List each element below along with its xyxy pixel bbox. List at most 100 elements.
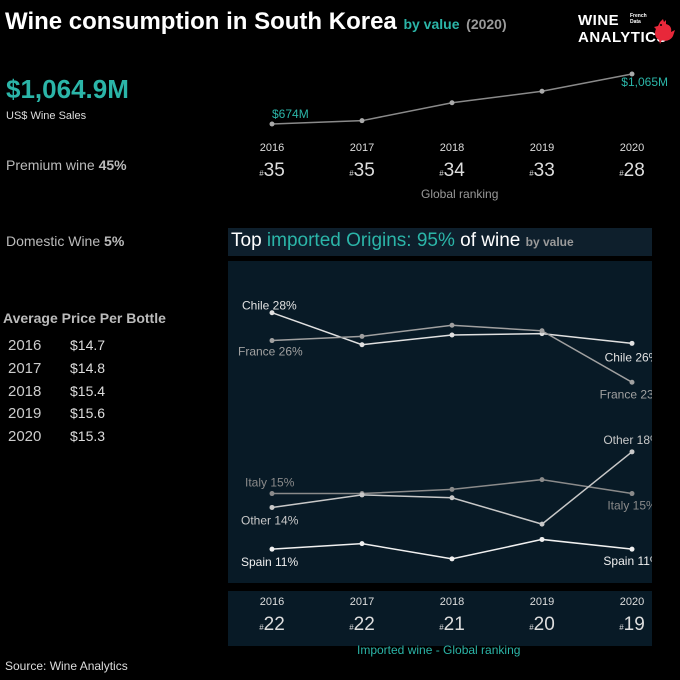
- sales-first-label: $674M: [272, 107, 309, 121]
- series-line-spain: [271, 538, 633, 560]
- global-rank-number: 34: [443, 160, 465, 181]
- global-ranking: 2016 2017 2018 2019 2020 #35 #35 #34 #33…: [228, 140, 668, 206]
- avg-price-value: $15.4: [70, 383, 106, 399]
- sales-point: [269, 121, 275, 127]
- panel-title-accent: imported Origins: 95%: [266, 230, 455, 251]
- avg-price-year: 2016: [8, 337, 42, 354]
- global-rank-value: #33: [529, 160, 555, 181]
- imported-rank-number: 21: [443, 614, 465, 635]
- series-point-spain: [449, 556, 455, 562]
- global-rank-year: 2019: [529, 142, 555, 154]
- global-rank-value: #35: [259, 160, 285, 181]
- global-ranking-label: Global ranking: [421, 187, 499, 201]
- logo-tag2: Data: [630, 19, 641, 25]
- global-rank-number: 28: [623, 160, 645, 181]
- title-by-value: by value: [403, 16, 460, 32]
- series-point-chile: [629, 340, 635, 346]
- global-rank-value: #28: [619, 160, 645, 181]
- avg-price-value: $14.8: [70, 360, 106, 376]
- global-rank-value: #34: [439, 160, 465, 181]
- series-end-label-france: France 23%: [600, 387, 652, 401]
- global-rank-number: 35: [353, 160, 375, 181]
- logo-tag1: French: [630, 13, 647, 19]
- series-point-other: [269, 504, 275, 510]
- sales-line: [271, 73, 633, 125]
- series-point-spain: [359, 541, 365, 547]
- rooster-icon: [654, 19, 675, 44]
- premium-wine: Premium wine 45%: [6, 157, 127, 173]
- sales-last-label: $1,065M: [621, 75, 668, 89]
- panel-title-pre: Top: [231, 230, 267, 251]
- global-rank-year: 2018: [439, 142, 465, 154]
- avg-price-value: $15.3: [70, 428, 106, 444]
- series-start-label-spain: Spain 11%: [241, 555, 298, 569]
- imported-rank-year: 2016: [259, 596, 285, 608]
- imported-rank-value: #20: [529, 614, 555, 635]
- imported-rank-year: 2017: [349, 596, 375, 608]
- avg-price-year: 2020: [8, 428, 42, 445]
- wine-sales-value: $1,064.9M: [6, 74, 129, 104]
- global-rank-number: 35: [263, 160, 285, 181]
- imported-origins-panel: Chile 28% Chile 26% France 26% France 23% It…: [228, 261, 665, 583]
- avg-price-title: Average Price Per Bottle: [3, 310, 166, 326]
- series-point-other: [629, 449, 635, 455]
- global-rank-year: 2020: [619, 142, 645, 154]
- series-point-france: [629, 379, 635, 385]
- series-end-label-chile: Chile 26%: [605, 350, 652, 364]
- imported-rank-value: #21: [439, 614, 465, 635]
- imported-ranking-label: Imported wine - Global ranking: [357, 643, 521, 657]
- series-point-chile: [359, 342, 365, 348]
- premium-label: Premium wine: [6, 157, 95, 173]
- imported-rank-value: #19: [619, 614, 645, 635]
- logo-line1: WINE: [578, 12, 620, 29]
- sales-point: [449, 100, 455, 106]
- origins-line-chart: Chile 28% Chile 26% France 26% France 23% It…: [238, 299, 665, 569]
- sales-point: [629, 71, 635, 77]
- panel-title-by: by value: [525, 235, 574, 249]
- imported-origins-header: Top imported Origins: 95% of wine by val…: [228, 228, 652, 256]
- logo-line2: ANALYTICS: [578, 29, 667, 46]
- domestic-value: 5%: [104, 233, 125, 249]
- wine-sales-label: US$ Wine Sales: [6, 110, 87, 122]
- avg-price-year: 2018: [8, 383, 42, 400]
- imported-rank-year: 2019: [529, 596, 555, 608]
- series-line-chile: [271, 312, 633, 346]
- avg-price-value: $14.7: [70, 337, 106, 353]
- series-start-label-other: Other 14%: [241, 513, 299, 527]
- series-point-italy: [539, 477, 545, 483]
- imported-rank-number: 22: [353, 614, 375, 635]
- series-point-italy: [449, 486, 455, 492]
- series-point-italy: [629, 491, 635, 497]
- series-end-label-spain: Spain 11%: [603, 554, 652, 568]
- sales-point: [359, 118, 365, 124]
- imported-rank-year: 2018: [439, 596, 465, 608]
- series-point-france: [269, 338, 275, 344]
- series-point-spain: [629, 546, 635, 552]
- avg-price-value: $15.6: [70, 405, 106, 421]
- title-year: (2020): [466, 16, 507, 32]
- series-point-italy: [269, 491, 275, 497]
- imported-rank-year: 2020: [619, 596, 645, 608]
- series-start-label-italy: Italy 15%: [245, 476, 295, 490]
- imported-rank-value: #22: [349, 614, 375, 635]
- sales-line-chart: $674M $1,065M: [269, 71, 668, 127]
- series-point-spain: [539, 536, 545, 542]
- imported-rank-value: #22: [259, 614, 285, 635]
- global-rank-number: 33: [533, 160, 555, 181]
- series-start-label-chile: Chile 28%: [242, 299, 297, 313]
- series-point-france: [449, 322, 455, 328]
- avg-price-year: 2019: [8, 405, 42, 422]
- series-point-other: [539, 521, 545, 527]
- panel-title-post: of wine: [454, 230, 521, 251]
- source-note: Source: Wine Analytics: [5, 659, 128, 673]
- wine-analytics-logo: WINE French Data ANALYTICS: [578, 12, 678, 48]
- global-rank-year: 2016: [259, 142, 285, 154]
- imported-ranking-panel: 2016 2017 2018 2019 2020 #22 #22 #21 #20…: [228, 591, 652, 646]
- imported-rank-number: 20: [533, 614, 555, 635]
- series-point-france: [359, 333, 365, 339]
- series-start-label-france: France 26%: [238, 345, 303, 359]
- series-point-spain: [269, 546, 275, 552]
- global-rank-value: #35: [349, 160, 375, 181]
- global-rank-year: 2017: [349, 142, 375, 154]
- series-point-chile: [449, 332, 455, 338]
